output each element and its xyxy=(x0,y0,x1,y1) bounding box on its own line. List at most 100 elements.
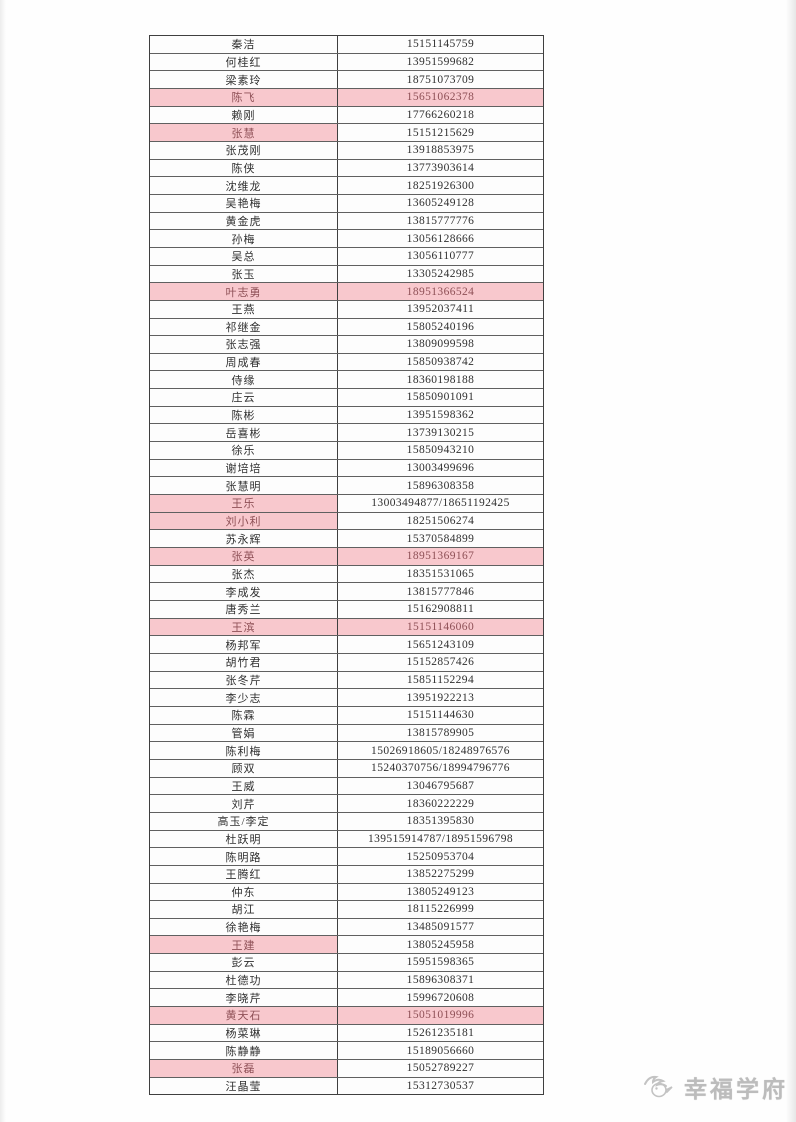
name-cell: 岳喜彬 xyxy=(150,424,338,442)
name-cell: 汪晶莹 xyxy=(150,1077,338,1095)
name-cell: 刘小利 xyxy=(150,512,338,530)
table-row: 黄天石 15051019996 xyxy=(150,1007,543,1025)
name-cell: 陈明路 xyxy=(150,848,338,865)
name-cell: 张冬芹 xyxy=(150,671,338,689)
phone-cell: 13852275299 xyxy=(406,868,475,881)
table-row: 张杰 18351531065 xyxy=(150,565,543,584)
table-row: 杜德功 15896308371 xyxy=(150,971,543,990)
table-row: 张志强 13809099598 xyxy=(150,336,543,354)
name-cell: 李少志 xyxy=(150,689,338,706)
table-row: 陈侠 13773903614 xyxy=(150,159,543,178)
phone-cell: 18115226999 xyxy=(406,903,475,916)
page-edge-shadow-right xyxy=(786,0,796,1122)
page-edge-shadow-left xyxy=(0,0,6,1122)
phone-cell: 15651243109 xyxy=(406,638,475,651)
table-row: 陈飞 15651062378 xyxy=(150,88,543,107)
name-cell: 刘芹 xyxy=(150,795,338,812)
table-row: 陈明路 15250953704 xyxy=(150,848,543,866)
table-row: 秦洁 15151145759 xyxy=(150,36,543,54)
phone-cell: 15250953704 xyxy=(406,850,475,863)
phone-cell: 13918853975 xyxy=(406,144,475,157)
name-cell: 张慧 xyxy=(150,124,338,141)
table-row: 何桂红 13951599682 xyxy=(150,53,543,72)
phone-cell: 13739130215 xyxy=(406,426,475,439)
name-cell: 吴总 xyxy=(150,247,338,265)
name-cell: 秦洁 xyxy=(150,36,338,53)
table-row: 赖刚 17766260218 xyxy=(150,106,543,125)
name-cell: 陈霖 xyxy=(150,706,338,724)
phone-cell: 18251506274 xyxy=(406,515,475,528)
table-row: 杜跃明 139515914787/18951596798 xyxy=(150,830,543,849)
table-row: 李少志 13951922213 xyxy=(150,689,543,707)
name-cell: 杨邦军 xyxy=(150,636,338,653)
table-row: 胡江 18115226999 xyxy=(150,901,543,919)
phone-cell: 13815777846 xyxy=(406,585,475,598)
phone-cell: 15240370756/18994796776 xyxy=(371,762,510,775)
table-row: 仲东 13805249123 xyxy=(150,883,543,902)
name-cell: 徐艳梅 xyxy=(150,918,338,936)
phone-cell: 15805240196 xyxy=(406,320,475,333)
phone-cell: 13951598362 xyxy=(406,409,475,422)
phone-cell: 15850943210 xyxy=(406,444,475,457)
name-cell: 徐乐 xyxy=(150,442,338,459)
phone-cell: 15312730537 xyxy=(406,1080,475,1093)
name-cell: 王建 xyxy=(150,936,338,954)
name-cell: 赖刚 xyxy=(150,106,338,124)
phone-cell: 13815789905 xyxy=(406,726,475,739)
phone-cell: 18360198188 xyxy=(406,373,475,386)
phone-cell: 17766260218 xyxy=(406,108,475,121)
phone-cell: 13809099598 xyxy=(406,338,475,351)
phone-cell: 13805245958 xyxy=(406,938,475,951)
name-cell: 张英 xyxy=(150,548,338,565)
name-cell: 孙梅 xyxy=(150,230,338,247)
name-cell: 叶志勇 xyxy=(150,283,338,300)
phone-cell: 15151215629 xyxy=(406,126,475,139)
phone-cell: 13046795687 xyxy=(406,779,475,792)
phone-cell: 15052789227 xyxy=(406,1062,475,1075)
phone-cell: 13056128666 xyxy=(406,232,475,245)
phone-cell: 18751073709 xyxy=(406,73,475,86)
table-row: 祁继金 15805240196 xyxy=(150,318,543,337)
name-cell: 陈利梅 xyxy=(150,742,338,759)
name-cell: 高玉/李定 xyxy=(150,812,338,830)
phone-cell: 15850901091 xyxy=(406,391,475,404)
phone-cell: 15996720608 xyxy=(406,991,475,1004)
name-cell: 何桂红 xyxy=(150,53,338,71)
phone-cell: 18351395830 xyxy=(406,815,475,828)
phone-cell: 13951599682 xyxy=(406,55,475,68)
phone-cell: 13805249123 xyxy=(406,885,475,898)
phone-cell: 13485091577 xyxy=(406,921,475,934)
phone-cell: 15051019996 xyxy=(338,1007,543,1024)
name-cell: 吴艳梅 xyxy=(150,194,338,212)
phone-cell: 15896308358 xyxy=(406,479,475,492)
phone-cell: 15850938742 xyxy=(406,356,475,369)
phone-cell: 15162908811 xyxy=(406,603,475,616)
name-cell: 杜德功 xyxy=(150,971,338,989)
table-row: 李晓芹 15996720608 xyxy=(150,989,543,1008)
phone-cell: 15951598365 xyxy=(406,956,475,969)
name-cell: 胡竹君 xyxy=(150,653,338,671)
contact-table: 秦洁 15151145759 何桂红 13951599682 梁素玲 18751… xyxy=(149,35,544,1095)
name-cell: 王威 xyxy=(150,777,338,795)
table-row: 沈维龙 18251926300 xyxy=(150,177,543,195)
name-cell: 梁素玲 xyxy=(150,71,338,88)
table-row: 张磊 15052789227 xyxy=(150,1060,543,1078)
name-cell: 王腾红 xyxy=(150,865,338,883)
name-cell: 张玉 xyxy=(150,265,338,283)
name-cell: 李晓芹 xyxy=(150,989,338,1007)
name-cell: 唐秀兰 xyxy=(150,601,338,618)
phone-cell: 13305242985 xyxy=(406,267,475,280)
phone-cell: 13003494877/18651192425 xyxy=(371,497,510,510)
table-row: 王燕 13952037411 xyxy=(150,300,543,319)
table-row: 王滨 15151146060 xyxy=(150,618,543,637)
phone-cell: 18351531065 xyxy=(406,568,475,581)
table-row: 顾双 15240370756/18994796776 xyxy=(150,759,543,778)
name-cell: 李成发 xyxy=(150,583,338,600)
table-row: 苏永辉 15370584899 xyxy=(150,530,543,549)
phone-cell: 15151144630 xyxy=(406,709,475,722)
table-row: 岳喜彬 13739130215 xyxy=(150,424,543,443)
table-row: 吴总 13056110777 xyxy=(150,247,543,266)
table-row: 胡竹君 15152857426 xyxy=(150,653,543,672)
name-cell: 王乐 xyxy=(150,495,338,512)
